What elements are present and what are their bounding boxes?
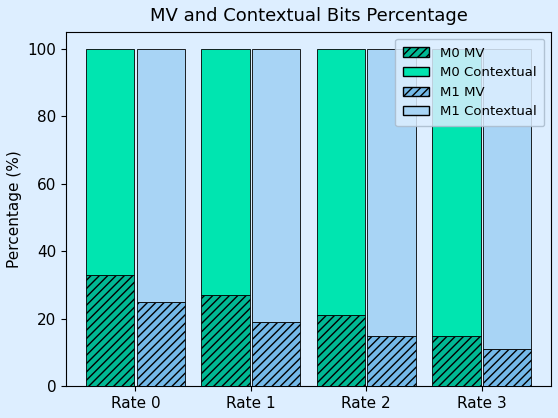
Legend: M0 MV, M0 Contextual, M1 MV, M1 Contextual: M0 MV, M0 Contextual, M1 MV, M1 Contextu… [395,38,545,126]
Y-axis label: Percentage (%): Percentage (%) [7,150,22,268]
Bar [483,49,531,349]
Bar [201,49,249,295]
Bar [252,49,301,322]
Title: MV and Contextual Bits Percentage: MV and Contextual Bits Percentage [150,7,468,25]
Bar [368,336,416,386]
Bar [483,349,531,386]
Bar [137,49,185,302]
Bar [432,336,480,386]
Bar [86,49,134,275]
Bar [368,49,416,336]
Bar [316,316,365,386]
Bar [86,275,134,386]
Bar [432,49,480,336]
Bar [252,322,301,386]
Bar [316,49,365,316]
Bar [201,295,249,386]
Bar [137,302,185,386]
